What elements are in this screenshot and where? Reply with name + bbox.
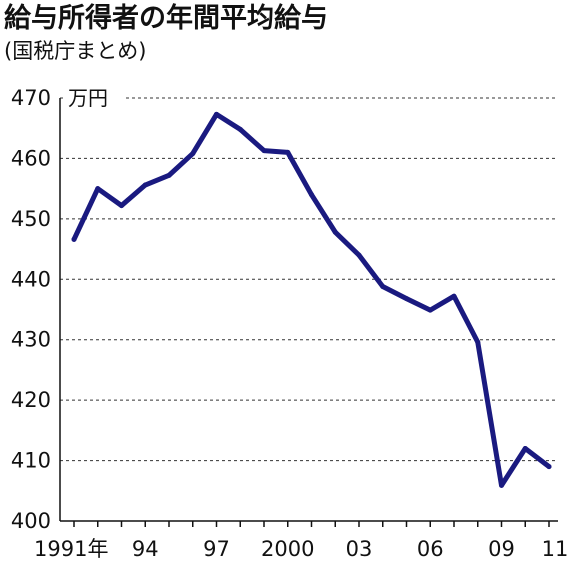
series-line <box>71 111 552 488</box>
chart-subtitle: (国税庁まとめ) <box>4 39 147 63</box>
data-point <box>71 236 77 242</box>
y-tick-label: 470 <box>11 86 51 110</box>
x-tick-labels: 1991年 94 97 2000 03 06 09 11 <box>34 537 568 561</box>
chart-title: 給与所得者の年間平均給与 <box>4 3 328 34</box>
y-tick-label: 430 <box>11 328 51 352</box>
data-point <box>475 339 481 345</box>
x-tick-label: 03 <box>346 537 373 561</box>
y-tick-label: 450 <box>11 207 51 231</box>
axes <box>59 98 558 522</box>
data-point <box>499 482 504 488</box>
y-tick-label: 460 <box>11 146 51 170</box>
data-point <box>142 182 148 188</box>
x-tick-label: 2000 <box>261 537 314 561</box>
unit-label-background <box>64 86 126 110</box>
unit-label: 万円 <box>68 86 108 110</box>
data-point <box>332 229 338 235</box>
series-layer <box>71 111 552 488</box>
data-point <box>546 464 552 470</box>
y-tick-labels: 400 410 420 430 440 450 460 470 <box>11 86 51 533</box>
y-tick-label: 410 <box>11 449 51 473</box>
y-tick-label: 400 <box>11 509 51 533</box>
data-point <box>404 296 409 302</box>
x-tick-label: 1991年 <box>34 537 108 561</box>
x-tick-label: 09 <box>488 537 515 561</box>
tick-marks <box>73 521 550 527</box>
data-point <box>190 151 196 157</box>
x-tick-label: 97 <box>203 537 230 561</box>
y-tick-label: 420 <box>11 388 51 412</box>
data-point <box>285 149 291 155</box>
x-tick-label: 94 <box>132 537 159 561</box>
gridlines <box>60 97 558 462</box>
data-point <box>380 284 386 290</box>
y-tick-label: 440 <box>11 267 51 291</box>
data-point <box>237 126 243 132</box>
data-point <box>522 445 528 451</box>
x-tick-label: 11 <box>542 537 569 561</box>
data-point <box>451 293 457 299</box>
data-point <box>309 192 314 198</box>
data-point <box>261 148 267 154</box>
data-point <box>356 252 362 258</box>
data-point <box>427 307 433 313</box>
data-point <box>95 186 101 192</box>
x-tick-label: 06 <box>417 537 444 561</box>
data-point <box>166 172 172 178</box>
data-point <box>119 203 124 209</box>
data-point <box>214 111 219 117</box>
